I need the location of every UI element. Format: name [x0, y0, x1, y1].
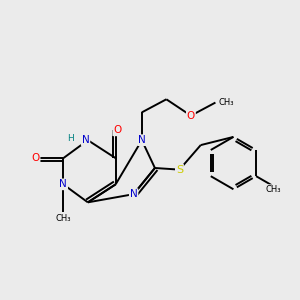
- Text: N: N: [82, 135, 89, 145]
- Text: N: N: [138, 135, 146, 145]
- Text: CH₃: CH₃: [265, 185, 281, 194]
- Text: S: S: [176, 165, 183, 175]
- Text: N: N: [59, 179, 67, 189]
- Text: O: O: [187, 111, 195, 121]
- Text: CH₃: CH₃: [56, 214, 71, 223]
- Text: O: O: [32, 153, 40, 163]
- Text: H: H: [68, 134, 74, 143]
- Text: CH₃: CH₃: [219, 98, 234, 107]
- Text: N: N: [130, 189, 137, 199]
- Text: O: O: [113, 125, 122, 135]
